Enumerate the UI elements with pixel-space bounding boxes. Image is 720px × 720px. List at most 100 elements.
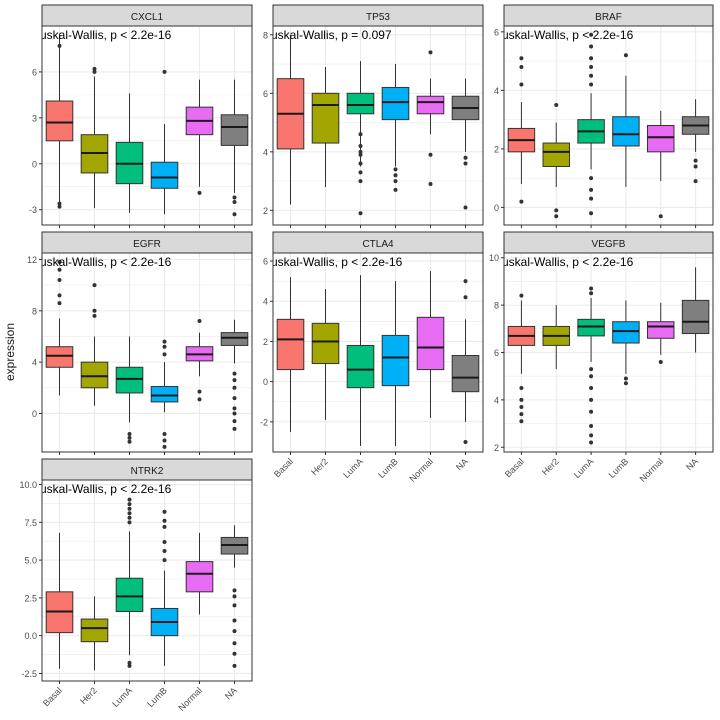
x-tick-label-lumb: LumB: [145, 685, 169, 709]
outlier-point: [463, 279, 468, 284]
outlier-point: [358, 143, 363, 148]
outlier-point: [127, 497, 132, 502]
x-tick-label-basal: Basal: [272, 456, 295, 479]
box-body: [612, 116, 640, 147]
panel-border-tp53: [272, 25, 484, 226]
box-ctla4-lumb: [381, 281, 410, 446]
outlier-point: [162, 524, 167, 529]
outlier-point: [463, 161, 468, 166]
box-ctla4-basal: [276, 277, 305, 432]
box-braf-basal: [507, 56, 536, 204]
panel-border-cxcl1: [41, 25, 253, 226]
outlier-point: [162, 438, 167, 443]
outlier-point: [162, 344, 167, 349]
y-tick-label: 4: [494, 395, 499, 405]
outlier-point: [232, 426, 237, 431]
outlier-point: [589, 44, 594, 49]
box-vegfb-basal: [507, 293, 536, 424]
outlier-point: [519, 397, 524, 402]
outlier-point: [92, 66, 97, 71]
outlier-point: [554, 208, 559, 213]
outlier-point: [127, 506, 132, 511]
outlier-point: [232, 603, 237, 608]
outlier-point: [589, 82, 594, 87]
x-tick-label-lumb: LumB: [376, 456, 400, 480]
outlier-point: [589, 176, 594, 181]
outlier-point: [232, 419, 237, 424]
outlier-point: [162, 444, 167, 449]
outlier-point: [197, 190, 202, 195]
x-tick-label-na: NA: [684, 456, 700, 472]
outlier-point: [232, 406, 237, 411]
box-body: [220, 332, 249, 346]
y-tick-label: -2.5: [21, 669, 37, 679]
box-body: [45, 100, 74, 142]
y-axis-label: expression: [3, 323, 17, 381]
outlier-point: [358, 132, 363, 137]
y-tick-label: 12: [27, 255, 37, 265]
y-tick-label: 10: [489, 253, 499, 263]
box-body: [346, 92, 375, 115]
y-tick-label: 2: [494, 443, 499, 453]
outlier-point: [393, 179, 398, 184]
outlier-point: [463, 439, 468, 444]
outlier-point: [589, 286, 594, 291]
outlier-point: [232, 663, 237, 668]
outlier-point: [232, 200, 237, 205]
outlier-point: [162, 339, 167, 344]
box-tp53-na: [451, 78, 480, 210]
outlier-point: [589, 64, 594, 69]
outlier-point: [197, 389, 202, 394]
box-egfr-her2: [80, 283, 109, 406]
y-tick-label: 8: [32, 306, 37, 316]
box-cxcl1-normal: [185, 79, 214, 195]
box-body: [647, 321, 675, 339]
outlier-point: [127, 520, 132, 525]
annotation-egfr: Kruskal-Wallis, p < 2.2e-16: [28, 255, 172, 269]
box-body: [647, 125, 675, 153]
strip-title-ctla4: CTLA4: [362, 239, 394, 250]
outlier-point: [519, 386, 524, 391]
y-tick-label: 4: [263, 297, 268, 307]
box-cxcl1-lumb: [150, 69, 179, 215]
y-tick-label: 6: [32, 67, 37, 77]
box-cxcl1-her2: [80, 66, 109, 209]
outlier-point: [232, 378, 237, 383]
outlier-point: [162, 432, 167, 437]
box-body: [577, 318, 605, 337]
panel-cxcl1: CXCL1 Kruskal-Wallis, p < 2.2e-16 -3 0 3 6: [29, 4, 253, 228]
panel-ctla4: CTLA4 Kruskal-Wallis, p < 2.2e-16 -2 0 2 4 6 Ba…: [259, 231, 484, 484]
plot-area-ntrk2: Kruskal-Wallis, p < 2.2e-16: [42, 480, 252, 681]
box-ntrk2-na: [220, 525, 249, 668]
box-ctla4-normal: [416, 271, 445, 418]
plot-area-ctla4: Kruskal-Wallis, p < 2.2e-16: [259, 253, 483, 452]
outlier-point: [658, 214, 663, 219]
y-tick-label: 3: [32, 113, 37, 123]
box-body: [150, 161, 179, 189]
outlier-point: [589, 32, 594, 37]
outlier-point: [428, 182, 433, 187]
y-tick-label: 0: [263, 377, 268, 387]
x-tick-label-her2: Her2: [309, 456, 330, 477]
x-tick-label-luma: LumA: [341, 456, 365, 480]
box-ctla4-luma: [346, 275, 375, 446]
box-egfr-lumb: [150, 339, 179, 449]
outlier-point: [57, 204, 62, 209]
strip-title-egfr: EGFR: [133, 239, 161, 250]
outlier-point: [162, 69, 167, 74]
outlier-point: [162, 352, 167, 357]
box-ntrk2-normal: [185, 532, 214, 615]
outlier-point: [393, 173, 398, 178]
outlier-point: [57, 201, 62, 206]
box-body: [381, 86, 410, 121]
box-ctla4-her2: [311, 289, 340, 420]
box-braf-lumb: [612, 53, 640, 187]
box-braf-her2: [542, 103, 570, 219]
panel-border-braf: [503, 25, 714, 226]
box-body: [381, 334, 410, 387]
outlier-point: [658, 359, 663, 364]
annotation-ctla4: Kruskal-Wallis, p < 2.2e-16: [259, 255, 403, 269]
plot-area-tp53: Kruskal-Wallis, p = 0.097: [273, 26, 483, 225]
y-tick-label: 6: [494, 348, 499, 358]
